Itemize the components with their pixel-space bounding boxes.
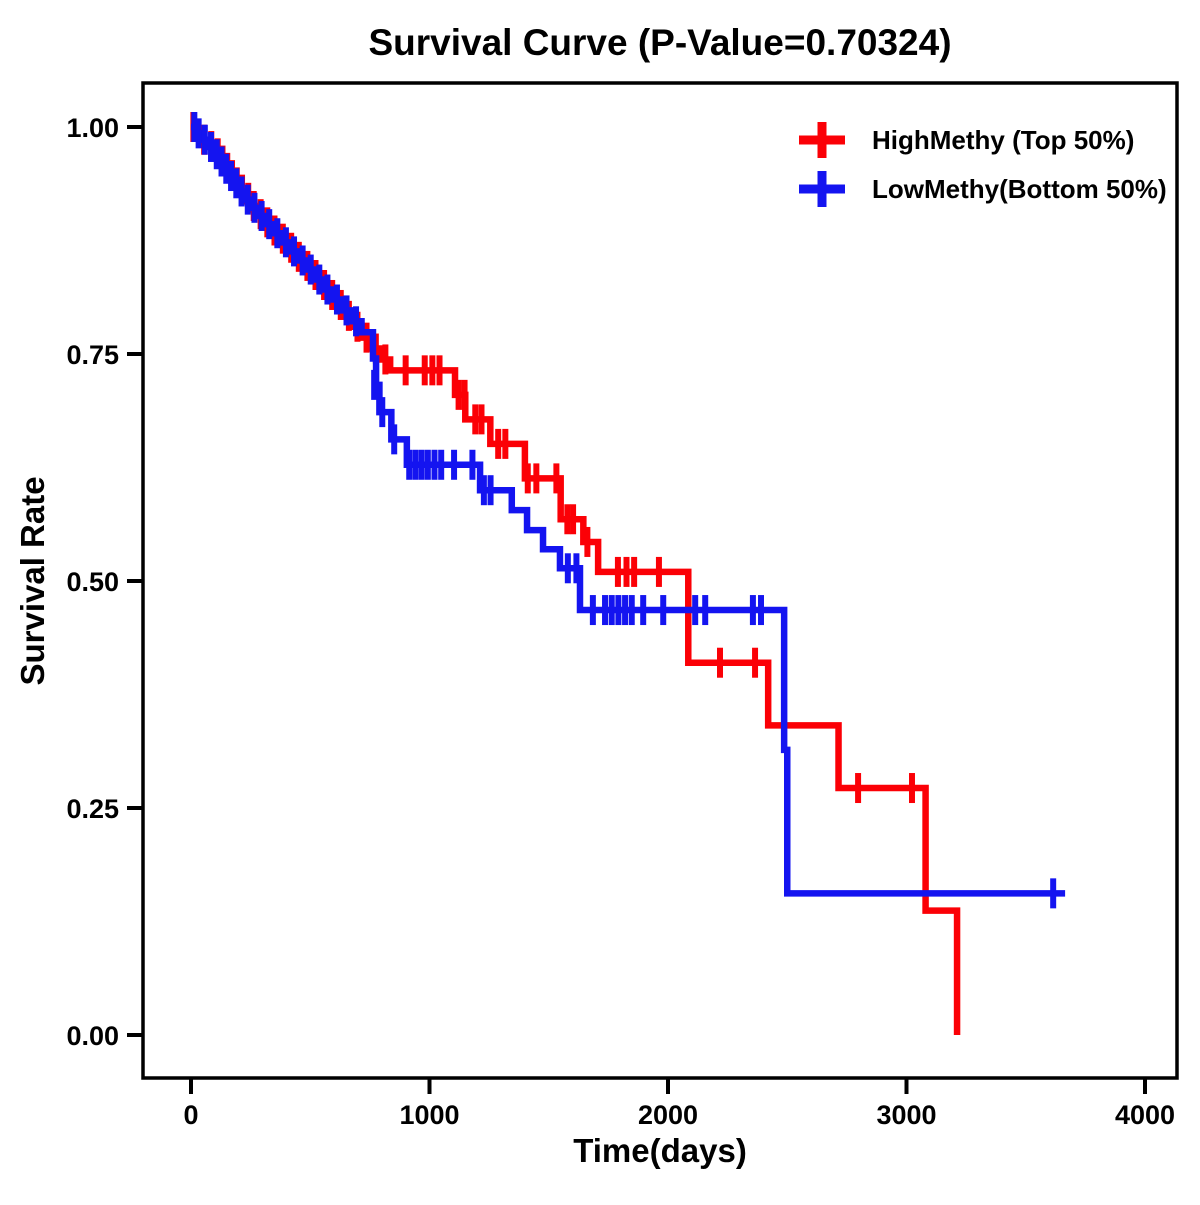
y-tick-label: 0.75 — [66, 340, 119, 370]
chart-title: Survival Curve (P-Value=0.70324) — [368, 22, 951, 63]
x-tick-label: 2000 — [638, 1100, 698, 1130]
y-tick-label: 1.00 — [66, 113, 119, 143]
legend-marker-highmethy — [799, 122, 845, 158]
y-axis-title: Survival Rate — [14, 476, 51, 685]
censor-marks-lowmethy — [191, 112, 1057, 909]
legend-label-highmethy: HighMethy (Top 50%) — [872, 125, 1134, 155]
x-tick-label: 1000 — [399, 1100, 459, 1130]
x-axis-title: Time(days) — [573, 1132, 747, 1169]
legend-markers — [799, 122, 845, 207]
x-tick-label: 3000 — [876, 1100, 936, 1130]
x-axis-ticks: 0 1000 2000 3000 4000 — [183, 1078, 1175, 1130]
survival-curves — [190, 112, 1066, 1035]
x-tick-label: 4000 — [1115, 1100, 1175, 1130]
y-tick-label: 0.00 — [66, 1021, 119, 1051]
legend-label-lowmethy: LowMethy(Bottom 50%) — [872, 174, 1167, 204]
survival-curve-lowmethy — [191, 123, 1066, 897]
x-tick-label: 0 — [183, 1100, 198, 1130]
legend-marker-lowmethy — [799, 171, 845, 207]
y-axis-ticks: 0.00 0.25 0.50 0.75 1.00 — [66, 113, 143, 1051]
y-tick-label: 0.25 — [66, 794, 119, 824]
y-tick-label: 0.50 — [66, 567, 119, 597]
censor-marks-highmethy — [190, 112, 915, 804]
